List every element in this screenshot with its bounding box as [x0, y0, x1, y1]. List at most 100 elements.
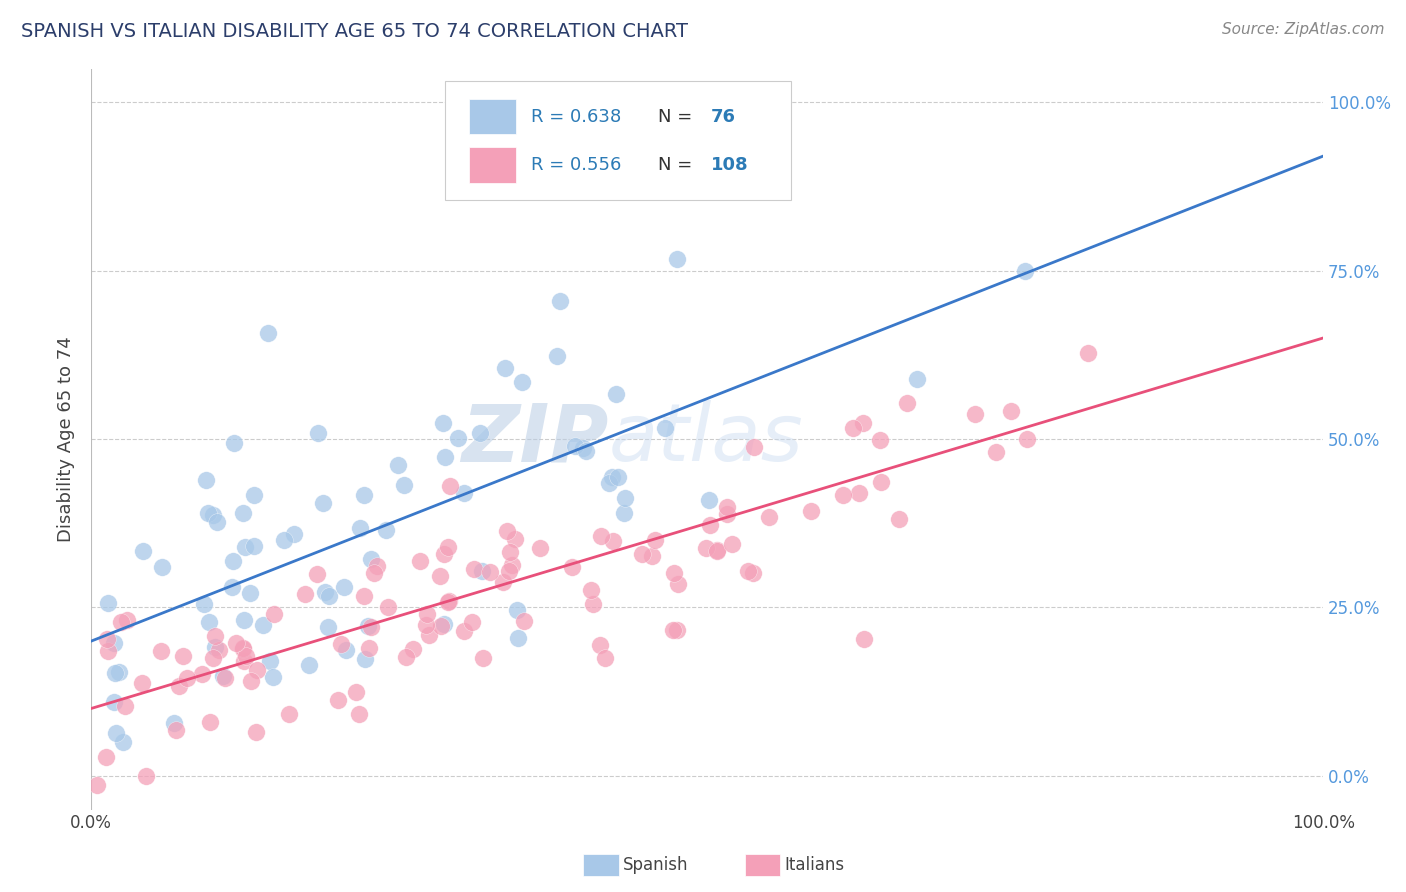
Point: [263, 607, 285, 621]
Point: [363, 566, 385, 581]
Point: [571, 441, 593, 455]
Point: [471, 651, 494, 665]
Point: [333, 580, 356, 594]
Point: [163, 715, 186, 730]
Point: [561, 559, 583, 574]
Point: [841, 421, 863, 435]
Point: [204, 640, 226, 654]
Point: [252, 618, 274, 632]
Point: [232, 642, 254, 657]
Point: [395, 649, 418, 664]
Point: [869, 433, 891, 447]
Point: [737, 564, 759, 578]
Point: [697, 493, 720, 508]
Point: [848, 486, 870, 500]
Point: [198, 714, 221, 729]
Point: [575, 443, 598, 458]
Point: [86, 778, 108, 792]
FancyBboxPatch shape: [444, 81, 792, 201]
Point: [853, 632, 876, 647]
Point: [800, 504, 823, 518]
Point: [259, 654, 281, 668]
Point: [513, 614, 536, 628]
Point: [103, 695, 125, 709]
Point: [298, 658, 321, 673]
Point: [607, 469, 630, 483]
Point: [453, 486, 475, 500]
Point: [887, 512, 910, 526]
Point: [222, 435, 245, 450]
Point: [870, 475, 893, 489]
Point: [499, 544, 522, 558]
Point: [721, 536, 744, 550]
Point: [245, 724, 267, 739]
Point: [242, 539, 264, 553]
Y-axis label: Disability Age 65 to 74: Disability Age 65 to 74: [58, 336, 75, 542]
Point: [195, 473, 218, 487]
Point: [605, 387, 627, 401]
Point: [758, 509, 780, 524]
Point: [496, 524, 519, 538]
Point: [387, 458, 409, 472]
Point: [505, 603, 527, 617]
Point: [695, 541, 717, 555]
Point: [335, 643, 357, 657]
Text: 108: 108: [711, 156, 748, 174]
Point: [273, 533, 295, 547]
Point: [307, 425, 329, 440]
Point: [277, 706, 299, 721]
Point: [392, 478, 415, 492]
Point: [326, 693, 349, 707]
Point: [600, 470, 623, 484]
Point: [233, 654, 256, 668]
Point: [1000, 403, 1022, 417]
Point: [501, 558, 523, 572]
Point: [233, 541, 256, 555]
Point: [548, 294, 571, 309]
Point: [416, 607, 439, 622]
Point: [699, 517, 721, 532]
Point: [666, 252, 689, 267]
Point: [294, 587, 316, 601]
Point: [242, 488, 264, 502]
Point: [172, 649, 194, 664]
Point: [492, 574, 515, 589]
Point: [742, 566, 765, 581]
Point: [432, 416, 454, 430]
Point: [353, 652, 375, 666]
Point: [135, 769, 157, 783]
Point: [212, 669, 235, 683]
Point: [418, 628, 440, 642]
Point: [232, 640, 254, 655]
Point: [359, 640, 381, 655]
Point: [832, 488, 855, 502]
Point: [437, 594, 460, 608]
Text: R = 0.556: R = 0.556: [531, 156, 621, 174]
Point: [112, 735, 135, 749]
Point: [415, 618, 437, 632]
Text: N =: N =: [658, 156, 692, 174]
Text: N =: N =: [658, 108, 692, 126]
Point: [366, 558, 388, 573]
Point: [433, 616, 456, 631]
Point: [661, 624, 683, 638]
Point: [429, 568, 451, 582]
Point: [357, 619, 380, 633]
Point: [591, 529, 613, 543]
Point: [478, 565, 501, 579]
Point: [377, 600, 399, 615]
Point: [214, 671, 236, 685]
Point: [662, 566, 685, 581]
Point: [312, 496, 335, 510]
Point: [202, 508, 225, 522]
Point: [97, 596, 120, 610]
Point: [641, 549, 664, 563]
Point: [375, 523, 398, 537]
Point: [105, 726, 128, 740]
Point: [666, 576, 689, 591]
Point: [165, 723, 187, 737]
Point: [716, 508, 738, 522]
Text: Source: ZipAtlas.com: Source: ZipAtlas.com: [1222, 22, 1385, 37]
Point: [613, 507, 636, 521]
Point: [589, 638, 612, 652]
